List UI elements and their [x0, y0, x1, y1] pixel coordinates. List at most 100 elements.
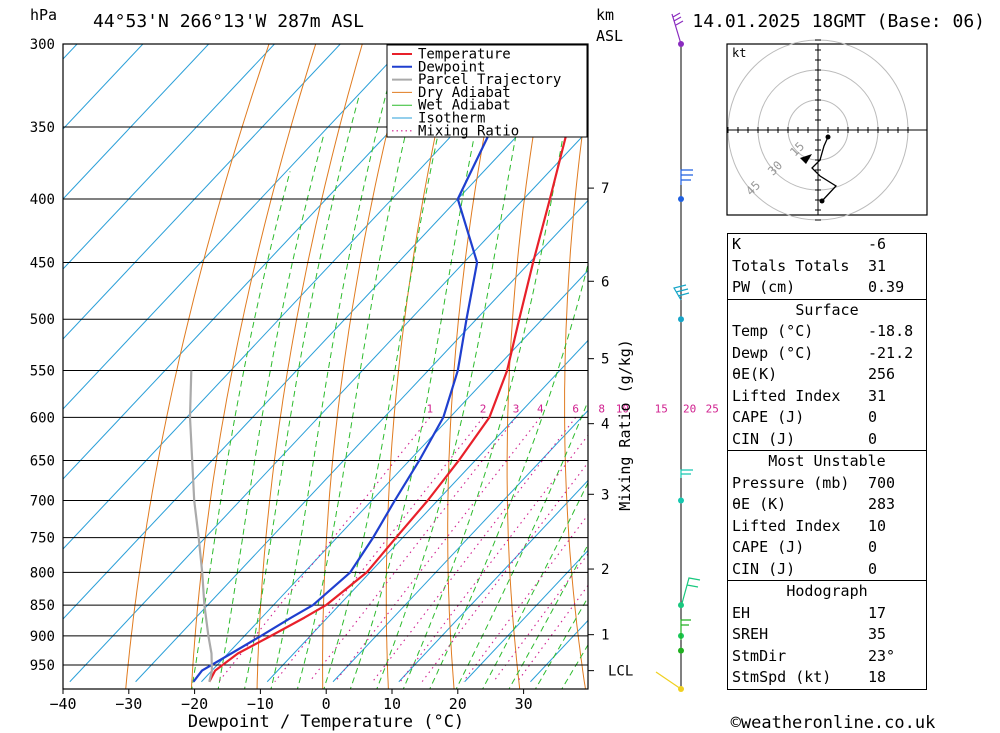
km-tick-label: LCL: [608, 664, 633, 680]
hodograph-start-dot: [819, 198, 825, 204]
pressure-tick-label: 650: [30, 454, 55, 470]
pressure-tick-label: 800: [30, 565, 55, 581]
x-tick-label: −30: [115, 695, 142, 713]
mixing-ratio-label: 15: [655, 402, 668, 415]
legend-entry: Temperature: [418, 47, 511, 63]
mu-cin: CIN (J) 0: [732, 559, 878, 578]
wet-adiabat-line: [482, 481, 588, 689]
index-pw: PW (cm) 0.39: [732, 278, 905, 296]
wind-level-dot: [678, 195, 684, 202]
wind-barb: [655, 671, 682, 690]
hodo-stmspd: StmSpd (kt) 18: [732, 668, 887, 686]
legend-entry: Isotherm: [418, 111, 485, 127]
mu-cape: CAPE (J) 0: [732, 538, 878, 556]
legend-entry: Wet Adiabat: [418, 98, 511, 114]
storm-motion-arrow: [800, 154, 812, 164]
index-k: K -6: [732, 235, 887, 253]
basic-indices: K -6 Totals Totals 31 PW (cm) 0.39: [727, 233, 927, 300]
surface-lifted-index: Lifted Index 31: [732, 386, 887, 405]
mixing-ratio-label: 1: [426, 402, 433, 415]
wind-level-dot: [678, 316, 684, 323]
wet-adiabat-line: [244, 95, 360, 689]
mixing-ratio-label: 2: [480, 402, 487, 415]
isotherm-line: [0, 44, 11, 682]
wet-adiabat-line: [191, 171, 291, 689]
mu-pressure: Pressure (mb) 700: [732, 473, 896, 492]
wet-adiabat-line: [270, 61, 396, 689]
wind-barb: [671, 12, 684, 45]
wet-adiabat-line: [455, 400, 588, 689]
isotherm-line: [201, 269, 588, 683]
mixing-ratio-labels: 1 2 3 4 6 8 10 15 20 25: [426, 402, 718, 415]
hodo-eh: EH 17: [732, 603, 887, 622]
hodo-stmdir: StmDir 23°: [732, 646, 896, 665]
surface-indices: Surface Temp (°C) -18.8 Dewp (°C) -21.2 θE…: [727, 299, 927, 451]
isotherm-line: [63, 44, 144, 130]
mu-title: Most Unstable: [768, 452, 886, 470]
mixing-ratio-label: 4: [537, 402, 544, 415]
mixing-ratio-line: [218, 417, 431, 683]
legend-entry: Mixing Ratio: [418, 123, 519, 139]
km-tick-label: 3: [601, 487, 609, 503]
wind-level-dot: [678, 497, 684, 504]
km-tick-label: 6: [601, 274, 609, 290]
pressure-tick-label: 850: [30, 598, 55, 614]
surface-dewp: Dewp (°C) -21.2: [732, 343, 914, 362]
pressure-tick-label: 500: [30, 312, 55, 328]
mixing-ratio-label: 8: [598, 402, 605, 415]
pressure-tick-label: 950: [30, 658, 55, 674]
pressure-tick-label: 900: [30, 629, 55, 645]
dry-adiabat-line: [190, 44, 317, 689]
asl-unit-label: ASL: [596, 27, 623, 45]
surface-cin: CIN (J) 0: [732, 429, 878, 448]
hodograph-end-dot: [825, 134, 831, 140]
pressure-tick-label: 450: [30, 255, 55, 271]
x-tick-label: −20: [181, 695, 208, 713]
legend-box: [386, 44, 588, 138]
mixing-ratio-label: 6: [572, 402, 579, 415]
mixing-ratio-line: [309, 417, 517, 683]
dry-adiabat-line: [447, 44, 503, 689]
isotherm-line: [266, 339, 588, 683]
mu-lifted-index: Lifted Index 10: [732, 516, 887, 535]
isotherm-line: [332, 409, 588, 683]
pressure-unit-label: hPa: [30, 6, 57, 24]
dry-adiabat-line: [322, 44, 410, 689]
mixing-ratio-line: [421, 461, 588, 683]
credit-text: ©weatheronline.co.uk: [731, 713, 936, 733]
wind-barb: [680, 469, 693, 478]
surface-cape: CAPE (J) 0: [732, 408, 878, 426]
dry-adiabat-line: [506, 44, 550, 689]
pressure-tick-label: 550: [30, 364, 55, 380]
hodo-title: Hodograph: [786, 582, 868, 600]
wind-level-dot: [678, 647, 684, 654]
hodo-sreh: SREH 35: [732, 625, 887, 643]
mixing-ratio-line: [372, 417, 577, 683]
surface-temp: Temp (°C) -18.8: [732, 322, 914, 340]
mixing-ratio-axis-label: Mixing Ratio (g/kg): [616, 339, 634, 511]
mixing-ratio-label: 20: [683, 402, 696, 415]
km-tick-label: 1: [601, 628, 609, 644]
wet-adiabat-line: [402, 44, 581, 689]
pressure-tick-label: 350: [30, 120, 55, 136]
mixing-ratio-label: 3: [513, 402, 520, 415]
wet-adiabat-line: [217, 134, 325, 689]
km-tick-label: 2: [601, 562, 609, 578]
profile-traces: [188, 44, 588, 683]
wind-barb: [680, 577, 701, 608]
pressure-tick-label: 300: [30, 37, 55, 53]
hodograph-trace: [811, 136, 838, 202]
hodograph-indices: Hodograph EH 17 SREH 35 StmDir 23° StmSpd (…: [727, 581, 927, 690]
isotherm-line: [135, 199, 588, 683]
plot-frame: [62, 43, 589, 690]
wet-adiabat-line: [323, 44, 460, 689]
dry-adiabat-line: [256, 44, 363, 689]
isotherm-line: [63, 44, 210, 200]
pressure-level-lines: [63, 43, 588, 666]
legend-entry: Parcel Trajectory: [418, 72, 561, 88]
wind-barb: [673, 284, 690, 301]
x-tick-label: 10: [383, 695, 401, 713]
wind-barb: [680, 619, 691, 640]
